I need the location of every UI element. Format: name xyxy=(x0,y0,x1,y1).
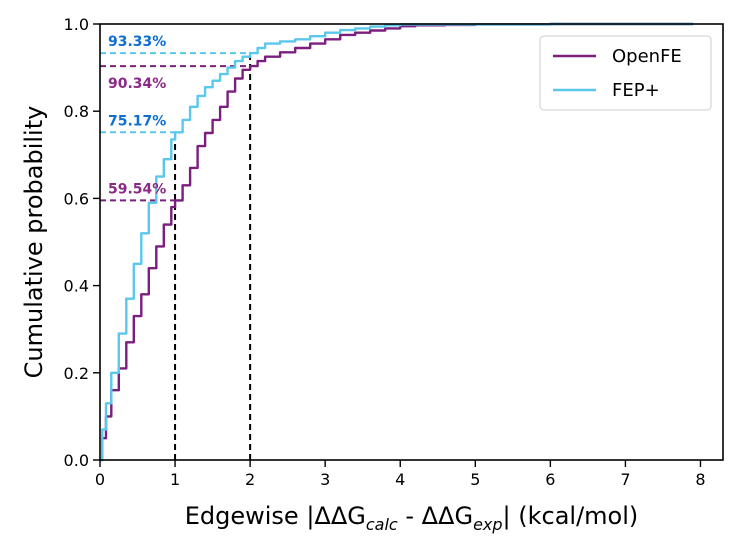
x-tick-label: 5 xyxy=(470,470,480,489)
x-tick-label: 0 xyxy=(95,470,105,489)
series-lines xyxy=(100,22,693,462)
x-axis-title: Edgewise |ΔΔGcalc - ΔΔGexp| (kcal/mol) xyxy=(185,502,639,534)
y-tick-label: 0.8 xyxy=(64,102,89,121)
y-tick-label: 1.0 xyxy=(64,15,89,34)
y-tick-label: 0.0 xyxy=(64,451,89,470)
x-tick-label: 7 xyxy=(620,470,630,489)
reference-lines xyxy=(174,53,252,460)
x-axis-title-sub-exp: exp xyxy=(473,515,502,534)
x-tick-label: 4 xyxy=(395,470,405,489)
annotation-label: 59.54% xyxy=(108,181,166,197)
x-tick-label: 2 xyxy=(245,470,255,489)
y-tick-label: 0.6 xyxy=(64,189,89,208)
x-axis-title-main: Edgewise |ΔΔG xyxy=(185,502,366,530)
x-tick-label: 8 xyxy=(695,470,705,489)
legend-box xyxy=(539,35,712,111)
x-tick-label: 3 xyxy=(320,470,330,489)
legend: OpenFE FEP+ xyxy=(539,35,712,111)
x-axis-title-end: | (kcal/mol) xyxy=(503,502,639,530)
axis-ticks: 0 1 2 3 4 5 6 7 8 0.0 0.2 0.4 0.6 0.8 1.0 xyxy=(64,15,706,489)
x-axis-title-sub-calc: calc xyxy=(366,515,398,534)
y-tick-label: 0.4 xyxy=(64,277,89,296)
y-axis-title: Cumulative probability xyxy=(20,106,48,379)
annotation-label: 75.17% xyxy=(108,113,166,129)
x-tick-label: 6 xyxy=(545,470,555,489)
annotation-lines xyxy=(100,52,251,202)
series-line-openfe xyxy=(100,22,693,462)
x-axis-title-mid: - ΔΔG xyxy=(398,502,473,530)
series-line-fep xyxy=(100,22,693,462)
annotation-label: 90.34% xyxy=(108,76,166,92)
y-tick-label: 0.2 xyxy=(64,364,89,383)
x-tick-label: 1 xyxy=(170,470,180,489)
annotation-label: 93.33% xyxy=(108,34,166,50)
annotation-labels: 93.33% 90.34% 75.17% 59.54% xyxy=(108,34,166,197)
plot-frame xyxy=(99,23,724,461)
legend-label-fep: FEP+ xyxy=(612,80,660,101)
legend-label-openfe: OpenFE xyxy=(612,46,682,67)
